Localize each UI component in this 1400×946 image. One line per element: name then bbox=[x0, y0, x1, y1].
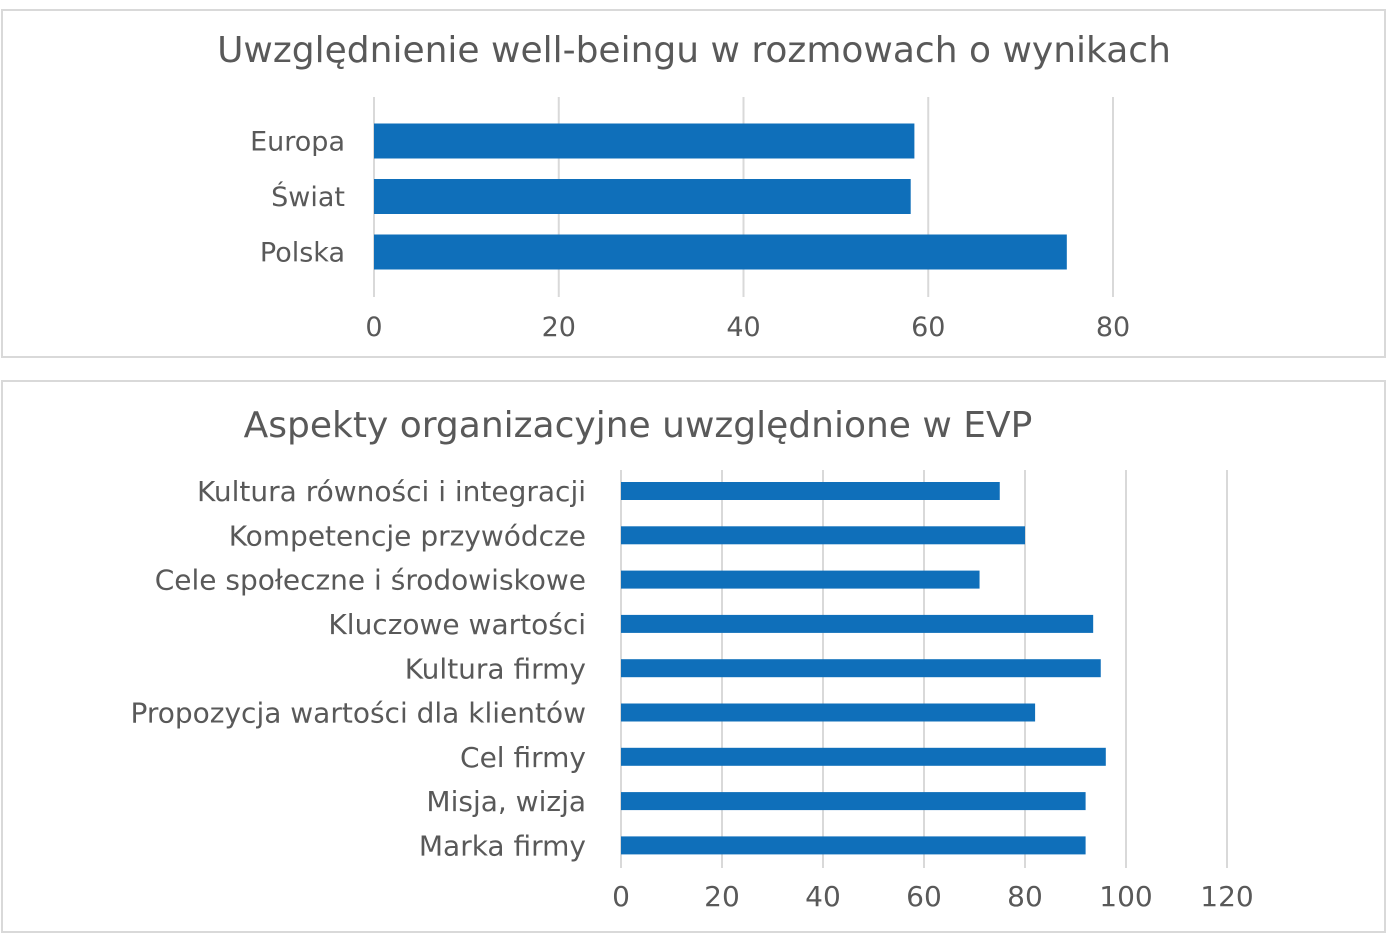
category-label: Cel firmy bbox=[460, 741, 586, 774]
bar bbox=[621, 570, 980, 589]
bar bbox=[621, 747, 1106, 766]
category-label: Propozycja wartości dla klientów bbox=[130, 697, 586, 730]
bar bbox=[374, 179, 911, 214]
x-tick-label: 80 bbox=[1096, 312, 1130, 343]
x-tick-label: 80 bbox=[1007, 880, 1043, 913]
chart-1-title: Uwzględnienie well-beingu w rozmowach o … bbox=[217, 30, 1171, 71]
x-tick-label: 40 bbox=[726, 312, 760, 343]
category-label: Kultura równości i integracji bbox=[197, 475, 586, 508]
category-label: Europa bbox=[250, 127, 345, 158]
bar bbox=[621, 836, 1086, 855]
category-label: Misja, wizja bbox=[426, 785, 586, 818]
bar bbox=[621, 482, 1000, 500]
category-label: Kultura firmy bbox=[405, 652, 586, 685]
category-label: Marka firmy bbox=[419, 829, 586, 862]
x-tick-label: 20 bbox=[704, 880, 740, 913]
category-label: Polska bbox=[260, 238, 345, 269]
x-tick-label: 40 bbox=[805, 880, 841, 913]
category-label: Cele społeczne i środowiskowe bbox=[155, 564, 586, 597]
bar bbox=[621, 659, 1101, 678]
bar bbox=[374, 123, 915, 159]
x-tick-label: 60 bbox=[906, 880, 942, 913]
chart-2-title: Aspekty organizacyjne uwzględnione w EVP bbox=[244, 405, 1033, 446]
x-tick-label: 100 bbox=[1099, 880, 1152, 913]
bar bbox=[374, 234, 1067, 270]
bar bbox=[621, 526, 1025, 545]
bar bbox=[621, 614, 1094, 633]
x-tick-label: 0 bbox=[365, 312, 382, 343]
category-label: Kompetencje przywódcze bbox=[229, 519, 586, 552]
x-tick-label: 0 bbox=[612, 880, 630, 913]
category-label: Kluczowe wartości bbox=[328, 608, 586, 641]
bar bbox=[621, 703, 1036, 722]
x-tick-label: 20 bbox=[542, 312, 576, 343]
category-label: Świat bbox=[271, 181, 345, 213]
x-tick-label: 60 bbox=[911, 312, 945, 343]
x-tick-label: 120 bbox=[1200, 880, 1253, 913]
bar bbox=[621, 792, 1086, 811]
